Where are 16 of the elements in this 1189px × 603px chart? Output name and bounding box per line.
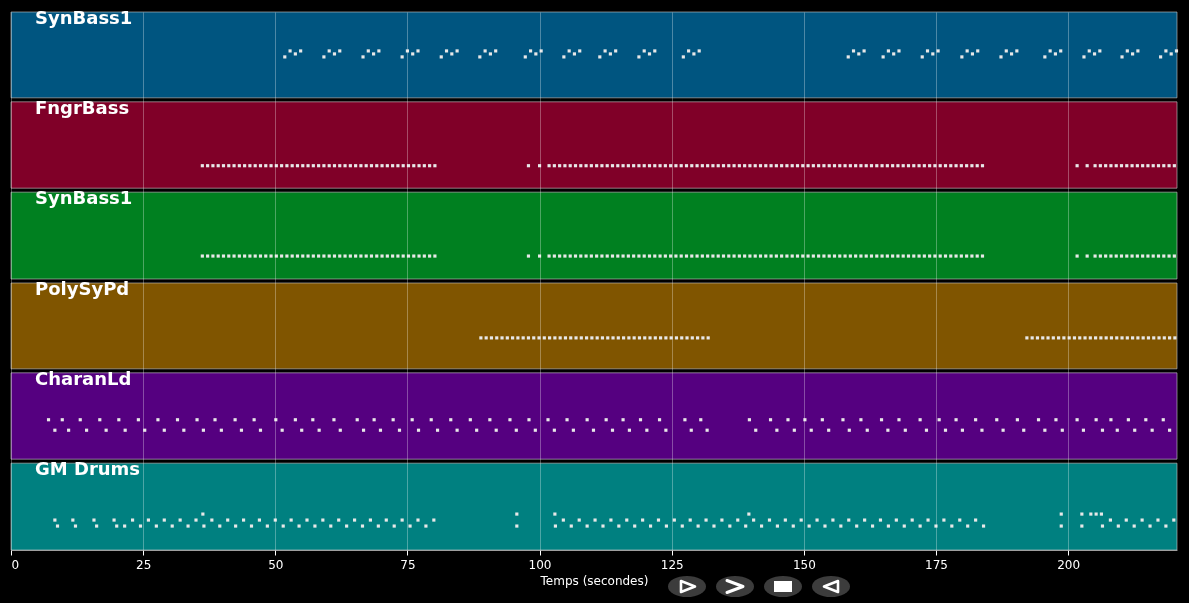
- band-label: SynBass1: [35, 7, 133, 28]
- x-tick-label: 0: [11, 557, 20, 572]
- x-tick-label: 75: [400, 557, 416, 572]
- x-axis-title: Temps (secondes): [539, 573, 649, 588]
- x-tick-label: 150: [792, 557, 816, 572]
- band-label: GM Drums: [35, 458, 141, 480]
- x-tick-label: 175: [925, 557, 948, 572]
- band-label: FngrBass: [35, 96, 130, 118]
- x-tick-label: 125: [660, 557, 684, 572]
- band-label: SynBass1: [35, 187, 133, 209]
- x-tick-label: 50: [268, 557, 284, 572]
- band-label: CharanLd: [35, 367, 132, 389]
- x-tick-label: 200: [1057, 557, 1081, 572]
- x-tick-label: 25: [136, 557, 152, 572]
- x-tick-label: 100: [528, 557, 552, 572]
- band-label: PolySyPd: [35, 278, 130, 299]
